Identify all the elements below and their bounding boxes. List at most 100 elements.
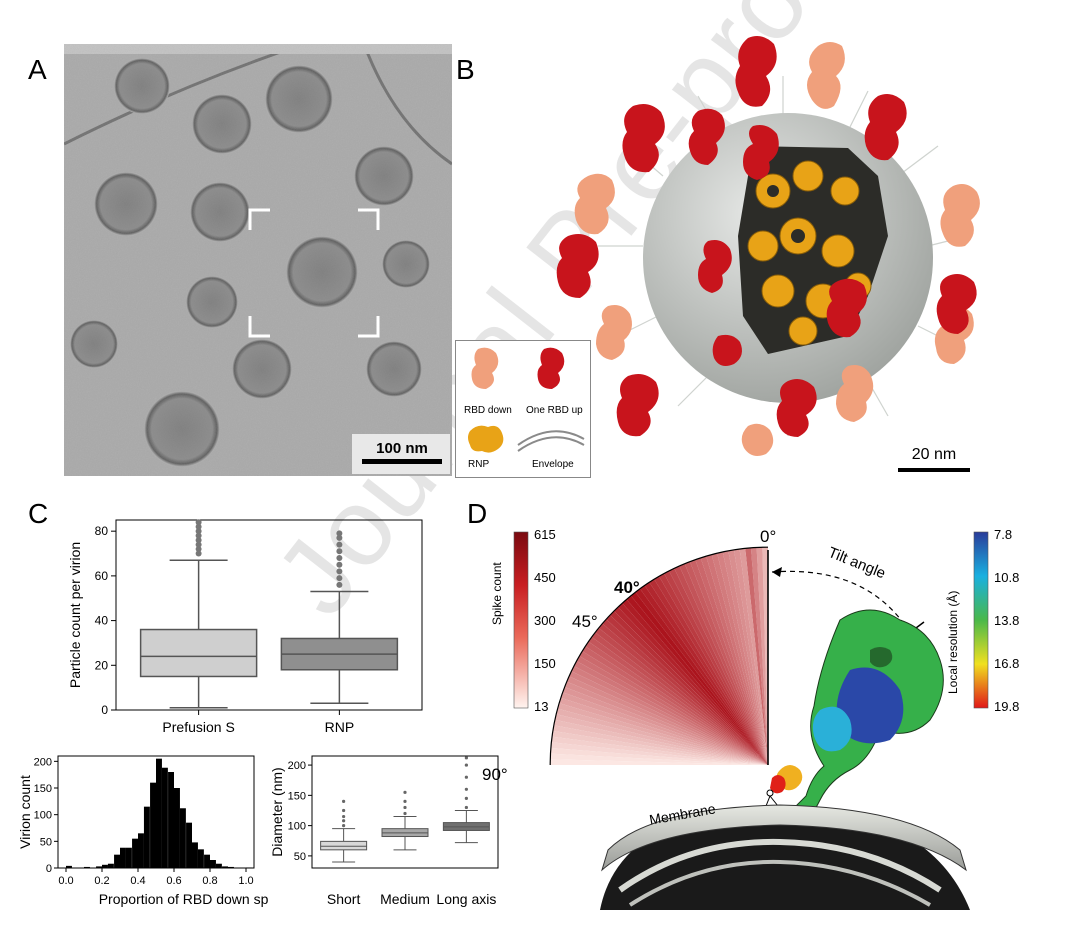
histogram-bar bbox=[120, 847, 126, 868]
fan-segment bbox=[695, 557, 768, 765]
fan-segment bbox=[689, 559, 768, 765]
fan-segment bbox=[750, 547, 768, 765]
fan-segment bbox=[654, 576, 768, 765]
panel-letter-b: B bbox=[456, 54, 475, 85]
outlier-point bbox=[464, 775, 468, 779]
histogram-bar bbox=[161, 767, 168, 868]
fan-segment bbox=[564, 681, 768, 765]
fan-segment bbox=[700, 556, 768, 765]
outlier-point bbox=[342, 808, 346, 813]
fan-segment bbox=[626, 595, 768, 765]
fan-segment bbox=[722, 550, 768, 765]
fan-segment bbox=[582, 646, 768, 765]
outlier-point bbox=[464, 787, 468, 791]
y-tick-label: 150 bbox=[34, 783, 52, 795]
fan-segment bbox=[552, 730, 768, 765]
fan-segment bbox=[598, 623, 768, 765]
fan-segment bbox=[635, 588, 768, 765]
fan-segment bbox=[602, 619, 768, 765]
outlier-point bbox=[336, 548, 343, 555]
outlier-point bbox=[336, 541, 343, 548]
local-resolution-colorbar bbox=[973, 531, 989, 709]
fan-segment bbox=[684, 561, 768, 765]
local-resolution-axis-label: Local resolution (Å) bbox=[946, 590, 960, 694]
fan-segment bbox=[606, 615, 768, 765]
scale-bar-b bbox=[898, 468, 970, 472]
outlier-point bbox=[464, 805, 468, 810]
x-category-label: Long axis bbox=[436, 891, 496, 907]
legend-swatch-rnp bbox=[468, 425, 504, 453]
fan-segment bbox=[550, 742, 768, 765]
histogram-bar bbox=[125, 847, 132, 868]
histogram-bar bbox=[107, 863, 114, 868]
outlier-point bbox=[342, 824, 346, 828]
outlier-point bbox=[195, 541, 202, 548]
x-category-label: Prefusion S bbox=[162, 719, 234, 735]
outlier-point bbox=[403, 805, 407, 810]
x-category-label: RNP bbox=[325, 719, 355, 735]
fan-segment bbox=[550, 759, 768, 765]
box bbox=[320, 840, 368, 851]
outlier-point bbox=[342, 799, 346, 804]
angle-90-label: 90° bbox=[482, 765, 508, 784]
y-tick-label: 50 bbox=[294, 851, 306, 863]
outlier-point bbox=[336, 568, 343, 575]
resolution-colorbar-tick: 19.8 bbox=[994, 699, 1019, 714]
y-axis-label: Diameter (nm) bbox=[269, 767, 285, 856]
fan-segment bbox=[566, 676, 768, 765]
outlier-point bbox=[195, 537, 202, 544]
outlier-point bbox=[464, 756, 468, 760]
scale-bar-label-b: 20 nm bbox=[911, 446, 957, 463]
fan-segment bbox=[559, 697, 768, 765]
y-tick-label: 80 bbox=[95, 524, 109, 538]
outlier-point bbox=[336, 575, 343, 582]
scale-bar-label-a: 100 nm bbox=[376, 440, 428, 457]
fan-segment bbox=[733, 549, 768, 765]
fan-segment bbox=[579, 651, 768, 765]
resolution-colorbar-tick: 10.8 bbox=[994, 570, 1019, 585]
y-tick-label: 200 bbox=[34, 756, 52, 768]
histogram-rbd-down: 0 50 100 150 200 0.0 0.2 0.4 0.6 0.8 1.0 Virion cou… bbox=[18, 755, 268, 907]
histogram-bar bbox=[138, 833, 144, 868]
y-tick-label: 100 bbox=[288, 821, 306, 833]
legend-label-rnp: RNP bbox=[468, 459, 490, 470]
x-tick-label: 0.6 bbox=[166, 875, 181, 887]
histogram-bar bbox=[150, 782, 156, 868]
fan-segment bbox=[669, 568, 768, 765]
outlier-point bbox=[403, 799, 407, 804]
histogram-bar bbox=[84, 866, 90, 868]
fan-segment bbox=[613, 607, 768, 765]
histogram-bar bbox=[228, 866, 234, 868]
histogram-bar bbox=[222, 866, 228, 868]
histogram-bar bbox=[197, 849, 204, 868]
panel-letter-d: D bbox=[467, 498, 488, 529]
panel-letter-c: C bbox=[28, 498, 49, 529]
fan-segment bbox=[610, 610, 768, 765]
y-axis-label: Virion count bbox=[18, 775, 33, 849]
outlier-point bbox=[342, 819, 346, 823]
histogram-bar bbox=[114, 854, 120, 868]
outlier-point bbox=[403, 811, 407, 816]
spike-count-colorbar bbox=[513, 531, 529, 709]
fan-segment bbox=[630, 592, 768, 765]
spike-colorbar-tick: 150 bbox=[534, 656, 556, 671]
legend-swatch-rbd-down bbox=[471, 347, 499, 389]
cryo-et-tomogram bbox=[64, 44, 452, 476]
x-tick-label: 0.2 bbox=[94, 875, 109, 887]
x-axis-label: Proportion of RBD down spikes bbox=[99, 891, 268, 907]
histogram-bar bbox=[66, 865, 72, 868]
legend-label-rbd-down: RBD down bbox=[464, 405, 512, 416]
fan-segment bbox=[649, 579, 768, 765]
fan-segment bbox=[706, 554, 768, 765]
x-tick-label: 0.0 bbox=[58, 875, 73, 887]
outlier-point bbox=[464, 763, 468, 767]
fan-segment bbox=[557, 703, 768, 765]
histogram-bar bbox=[186, 822, 192, 868]
fan-segment bbox=[728, 549, 768, 765]
outlier-point bbox=[336, 555, 343, 561]
fan-segment bbox=[562, 686, 768, 765]
y-tick-label: 200 bbox=[288, 760, 306, 772]
legend-swatch-envelope bbox=[517, 430, 585, 446]
histogram-bar bbox=[102, 864, 108, 868]
histogram-bar bbox=[156, 758, 162, 868]
